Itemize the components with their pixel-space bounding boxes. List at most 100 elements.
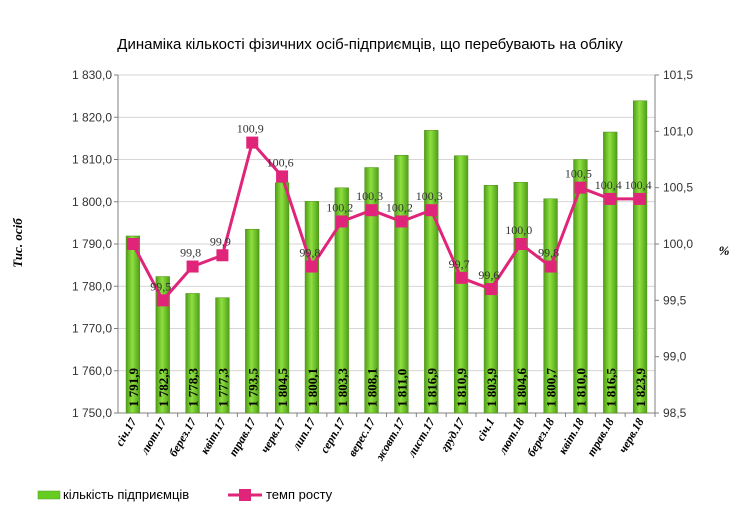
y-tick-label: 1 750,0 [72,406,112,420]
bar-value-label: 1 791,9 [126,368,141,408]
bar [274,182,290,414]
line-marker [514,238,527,250]
y-tick-label: 1 780,0 [72,279,112,293]
bar [185,293,200,414]
y2-tick-label: 101,5 [663,68,693,82]
line-value-label: 99,7 [449,257,470,271]
line-marker [425,204,438,217]
line-series [126,136,647,307]
y2-axis-label: % [719,243,730,258]
line-value-label: 99,6 [478,268,499,282]
bar-value-label: 1 804,6 [514,368,529,408]
y-axis-label: Тис. осіб [10,218,25,268]
bar [573,159,588,414]
legend-swatch-bars [37,490,61,500]
line-marker [186,260,199,273]
bar-value-label: 1 810,0 [573,368,588,407]
y2-tick-label: 100,0 [663,237,693,251]
line-marker [246,136,259,149]
bar [155,276,170,414]
y2-tick-label: 100,5 [663,181,693,195]
line-value-label: 100,3 [416,189,443,203]
bar-series [125,100,648,414]
line-marker [634,192,647,205]
bar [364,167,379,414]
y2-tick-label: 99,0 [663,350,687,364]
bar-value-label: 1 777,3 [215,368,230,408]
line-marker [455,271,468,284]
y-tick-label: 1 810,0 [72,153,112,167]
x-tick-label: берез.18 [524,416,557,460]
line-value-label: 100,4 [595,178,622,192]
bar-value-label: 1 816,5 [603,368,618,408]
y-tick-label: 1 820,0 [72,110,112,124]
data-labels: 1 791,9 1 782,3 1 778,3 1 777,3 1 793,5 1 804… [126,122,652,407]
x-tick-label: лип.17 [289,415,319,454]
line-marker [156,294,169,307]
x-tick-label: трав.17 [226,415,259,459]
line-value-label: 100,5 [565,167,592,181]
bar-value-label: 1 803,9 [484,368,499,408]
line-value-label: 100,6 [267,155,294,169]
legend: кількість підприємців темп росту [37,487,333,502]
line-marker [574,181,587,194]
line-marker [335,215,348,228]
line-marker [365,204,378,217]
x-tick-label: лют.17 [137,415,170,458]
bar [632,100,648,414]
line-marker [126,238,139,250]
line-value-label: 99,8 [180,246,201,260]
line-value-label: 100,0 [505,223,532,237]
bar-value-label: 1 811,0 [394,369,409,407]
line-value-label: 100,9 [237,122,264,136]
line-value-label: 100,2 [326,200,353,214]
line-marker [216,249,229,262]
bar-value-label: 1 810,9 [454,368,469,408]
line-value-label: 100,4 [625,178,652,192]
line-marker [305,260,318,273]
line-marker [395,215,408,228]
x-tick-label: трав.18 [584,416,617,459]
line-marker [484,283,497,296]
line-marker [604,192,617,205]
y-tick-label: 1 830,0 [72,68,112,82]
bar [543,198,558,414]
y2-tick-label: 101,0 [663,124,693,138]
line-value-label: 99,8 [299,246,320,260]
bar-value-label: 1 823,9 [633,368,648,408]
x-tick-label: квіт.17 [197,415,229,457]
x-tick-label: квіт.18 [555,416,587,457]
legend-marker-line [239,489,251,501]
line-value-label: 99,5 [150,279,171,293]
x-tick-label: груд.17 [437,415,468,454]
y2-tick-label: 98,5 [663,406,687,420]
bar [453,155,469,414]
x-tick-label: лист.17 [404,415,438,461]
line-marker [276,170,289,183]
y-tick-label: 1 760,0 [72,364,112,378]
bar [334,187,349,414]
line-value-label: 100,3 [356,189,383,203]
x-tick-label: черв.18 [616,416,647,456]
line-value-label: 99,8 [538,246,559,260]
x-tick-label: січ.1 [473,416,497,444]
x-tick-label: лют.18 [495,416,527,458]
bar [125,235,141,414]
bar-value-label: 1 778,3 [186,368,201,408]
line-marker [544,260,557,273]
bar [245,228,260,414]
bar-value-label: 1 800,7 [544,368,559,408]
y-tick-label: 1 790,0 [72,237,112,251]
x-tick-label: черв.17 [258,415,290,456]
chart-title: Динаміка кількості фізичних осіб-підприє… [117,36,623,53]
bar-value-label: 1 803,3 [335,368,350,408]
bar-value-label: 1 793,5 [245,368,260,408]
x-tick-label: жовт.17 [372,415,408,464]
line-value-label: 99,9 [210,234,231,248]
gridlines [118,74,655,414]
bar-value-label: 1 782,3 [156,368,171,408]
bar-value-label: 1 816,9 [424,368,439,408]
x-tick-label: берез.17 [166,415,200,459]
bar [483,185,499,414]
y-tick-label: 1 770,0 [72,322,112,336]
